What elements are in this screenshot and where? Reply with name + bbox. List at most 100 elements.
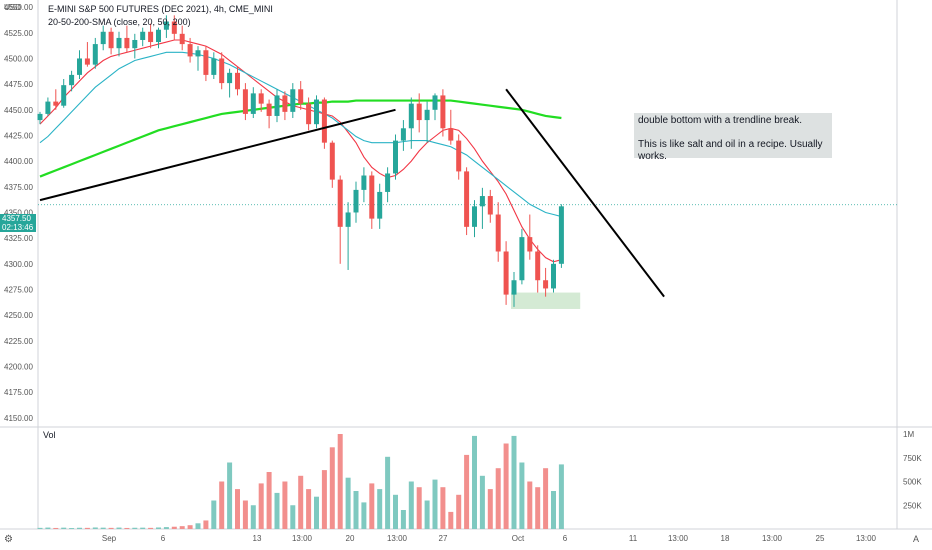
indicator-legend[interactable]: 20-50-200-SMA (close, 20, 50, 200) <box>48 17 191 27</box>
candle-body <box>163 21 169 30</box>
candle-body <box>393 140 398 174</box>
volume-bar <box>108 527 114 529</box>
last-price-tag: 4357.50 <box>0 214 36 223</box>
candle-body <box>329 142 335 180</box>
symbol-title[interactable]: E-MINI S&P 500 FUTURES (DEC 2021), 4h, C… <box>48 4 273 14</box>
price-tick-label: 4250.00 <box>4 311 33 320</box>
candle-body <box>321 99 327 143</box>
candle-body <box>314 99 319 125</box>
volume-bar <box>456 494 462 529</box>
candle-body <box>377 191 383 219</box>
volume-pane-label: Vol <box>43 430 56 440</box>
candle-body <box>479 196 485 207</box>
candle-body <box>203 50 209 75</box>
time-tick-label: 18 <box>721 534 730 543</box>
candle-body <box>432 95 438 110</box>
volume-bars <box>37 434 564 529</box>
gear-icon[interactable]: ⚙ <box>4 534 13 545</box>
currency-label[interactable]: USD <box>4 3 21 12</box>
volume-bar <box>124 527 130 529</box>
time-tick-label: 6 <box>161 534 166 543</box>
candle-body <box>448 128 454 141</box>
auto-scale-button[interactable]: A <box>913 534 920 544</box>
time-tick-label: 13:00 <box>292 534 313 543</box>
volume-bar <box>132 527 138 529</box>
volume-axis[interactable]: 1M 750K 500K 250K <box>903 430 922 510</box>
candle-body <box>535 251 541 281</box>
price-tick-label: 4300.00 <box>4 260 33 269</box>
candle-body <box>416 103 422 121</box>
candle-body <box>84 58 90 65</box>
note-line-2: This is like salt and oil in a recipe. U… <box>638 139 823 162</box>
volume-bar <box>377 489 383 529</box>
volume-bar <box>274 492 280 529</box>
trendline-2 <box>505 88 665 298</box>
candle-body <box>242 89 248 114</box>
candle-body <box>527 237 533 252</box>
volume-bar <box>464 454 470 529</box>
volume-bar <box>432 479 438 529</box>
volume-bar <box>385 456 391 529</box>
candle-body <box>306 103 312 125</box>
volume-bar <box>495 468 501 529</box>
candle-body <box>250 93 256 114</box>
volume-bar <box>37 527 43 529</box>
volume-tick-label: 500K <box>903 478 922 487</box>
candle-body <box>235 72 240 90</box>
volume-bar <box>511 435 517 529</box>
volume-bar <box>100 527 106 529</box>
volume-bar <box>503 443 509 529</box>
time-tick-label: 13:00 <box>762 534 783 543</box>
volume-bar <box>258 483 264 529</box>
volume-bar <box>290 505 296 529</box>
price-tick-label: 4275.00 <box>4 285 33 294</box>
candle-body <box>408 103 414 129</box>
volume-tick-label: 1M <box>903 430 914 439</box>
volume-bar <box>84 527 90 529</box>
volume-tick-label: 250K <box>903 501 922 510</box>
time-tick-label: 25 <box>816 534 825 543</box>
time-tick-label: 11 <box>629 534 638 543</box>
volume-bar <box>53 527 59 529</box>
volume-bar <box>266 472 272 529</box>
time-tick-label: 13:00 <box>856 534 877 543</box>
candle-body <box>37 113 43 121</box>
candle-body <box>424 109 430 121</box>
candles <box>37 15 564 307</box>
candle-body <box>140 31 146 40</box>
volume-bar <box>156 527 161 529</box>
volume-bar <box>558 464 564 529</box>
double-bottom-highlight[interactable] <box>511 292 581 309</box>
candle-body <box>456 140 462 172</box>
volume-bar <box>211 500 217 529</box>
candle-body <box>124 37 130 49</box>
price-tick-label: 4325.00 <box>4 234 33 243</box>
volume-bar <box>242 500 248 529</box>
volume-bar <box>69 528 75 529</box>
candle-body <box>353 189 359 213</box>
time-tick-label: 6 <box>563 534 568 543</box>
candle-body <box>69 74 75 86</box>
time-tick-label: Sep <box>102 534 117 543</box>
price-tick-label: 4475.00 <box>4 80 33 89</box>
volume-bar <box>353 491 359 529</box>
time-axis[interactable]: Sep 6 13 13:00 20 13:00 27 Oct 6 11 13:00 18 13:00 25… <box>102 534 877 543</box>
candle-body <box>440 95 446 129</box>
volume-bar <box>45 527 51 529</box>
candle-body <box>116 37 122 49</box>
price-axis[interactable]: 4550.00 4525.00 4500.00 4475.00 4450.00 4425.… <box>4 3 33 423</box>
volume-bar <box>519 462 525 529</box>
price-tick-label: 4550.00 <box>4 3 33 12</box>
note-box[interactable]: double bottom with a trendline break. Th… <box>634 113 832 162</box>
candle-body <box>551 263 556 289</box>
candle-body <box>148 31 154 43</box>
candle-body <box>361 175 367 190</box>
candle-body <box>92 44 98 65</box>
volume-bar <box>551 491 556 529</box>
trendlines[interactable] <box>39 88 665 298</box>
volume-bar <box>527 481 533 529</box>
candle-body <box>171 21 177 34</box>
candle-body <box>511 280 517 295</box>
volume-bar <box>148 527 154 529</box>
